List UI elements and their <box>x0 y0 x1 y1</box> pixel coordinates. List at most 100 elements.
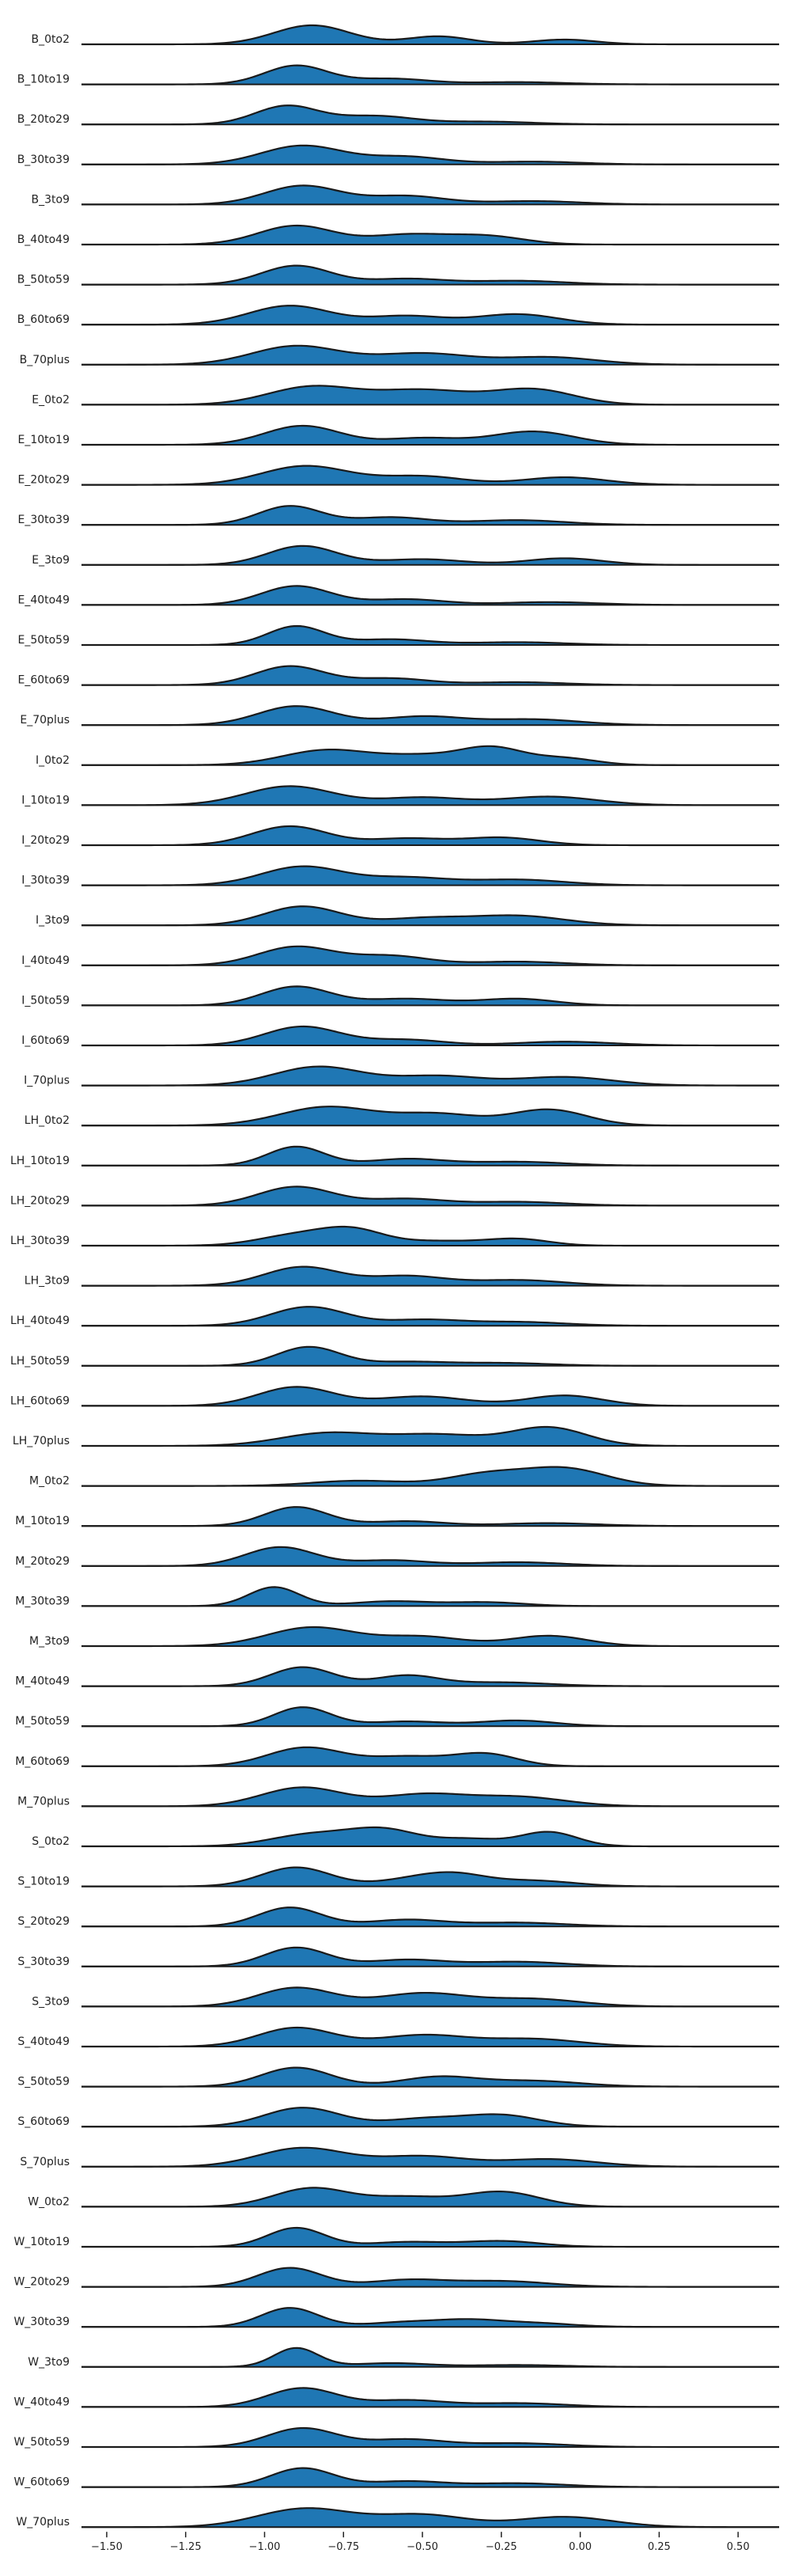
ridge-S_50to59: S_50to59 <box>17 2066 779 2088</box>
ridge-M_20to29: M_20to29 <box>15 1546 779 1568</box>
ridge-W_0to2: W_0to2 <box>28 2187 779 2208</box>
ridge-area-B_3to9 <box>81 185 779 205</box>
ridge-area-E_3to9 <box>81 545 779 565</box>
ridge-area-LH_70plus <box>81 1427 779 1446</box>
ridge-area-E_0to2 <box>81 385 779 405</box>
ridge-label: W_40to49 <box>13 2396 70 2408</box>
ridge-B_20to29: B_20to29 <box>17 104 779 126</box>
x-tick-label: −0.75 <box>327 2541 359 2553</box>
ridge-label: I_3to9 <box>36 914 70 927</box>
ridge-area-S_70plus <box>81 2147 779 2167</box>
ridge-S_30to39: S_30to39 <box>17 1946 779 1968</box>
ridge-area-LH_20to29 <box>81 1186 779 1206</box>
ridge-label: M_40to49 <box>15 1675 70 1688</box>
ridge-area-W_20to29 <box>81 2267 779 2287</box>
ridge-outline-W_70plus <box>81 2507 779 2529</box>
ridge-label: W_50to59 <box>13 2436 70 2449</box>
ridge-label: B_20to29 <box>17 113 70 126</box>
ridge-B_3to9: B_3to9 <box>32 184 779 206</box>
ridge-E_0to2: E_0to2 <box>32 385 779 406</box>
ridge-area-E_60to69 <box>81 666 779 685</box>
ridge-W_70plus: W_70plus <box>16 2507 779 2529</box>
ridge-area-W_30to39 <box>81 2308 779 2328</box>
ridge-area-B_0to2 <box>81 25 779 44</box>
ridge-label: M_30to39 <box>15 1595 70 1607</box>
ridge-E_20to29: E_20to29 <box>17 465 779 487</box>
ridge-B_30to39: B_30to39 <box>17 144 779 166</box>
ridge-label: LH_10to19 <box>10 1155 70 1167</box>
ridge-W_10to19: W_10to19 <box>13 2226 779 2248</box>
ridge-label: LH_60to69 <box>10 1394 70 1407</box>
ridge-label: B_40to49 <box>17 233 70 246</box>
ridge-label: B_3to9 <box>32 193 70 206</box>
ridge-label: B_50to59 <box>17 274 70 286</box>
ridge-label: S_30to39 <box>17 1956 70 1968</box>
ridge-label: M_0to2 <box>29 1475 70 1488</box>
ridge-label: LH_3to9 <box>25 1275 70 1288</box>
ridge-S_3to9: S_3to9 <box>32 1986 779 2008</box>
ridge-label: S_20to29 <box>17 1915 70 1928</box>
ridge-B_0to2: B_0to2 <box>32 24 779 46</box>
ridge-area-M_70plus <box>81 1787 779 1807</box>
ridge-label: B_30to39 <box>17 154 70 166</box>
ridge-label: LH_0to2 <box>25 1114 70 1127</box>
ridge-label: W_3to9 <box>28 2356 70 2369</box>
ridge-label: W_70plus <box>16 2516 70 2529</box>
ridge-area-W_60to69 <box>81 2468 779 2487</box>
ridge-M_50to59: M_50to59 <box>15 1706 779 1728</box>
ridge-label: W_10to19 <box>13 2236 70 2248</box>
ridge-W_40to49: W_40to49 <box>13 2387 779 2408</box>
ridge-label: I_60to69 <box>21 1034 70 1047</box>
ridge-area-S_40to49 <box>81 2028 779 2047</box>
ridge-area-M_0to2 <box>81 1466 779 1486</box>
ridge-label: W_0to2 <box>28 2195 70 2208</box>
ridge-M_70plus: M_70plus <box>17 1786 779 1808</box>
ridge-label: E_40to49 <box>17 594 70 606</box>
ridge-label: B_70plus <box>20 354 70 366</box>
ridge-E_30to39: E_30to39 <box>17 505 779 526</box>
ridge-label: M_10to19 <box>15 1515 70 1527</box>
ridge-area-I_50to59 <box>81 986 779 1006</box>
ridges-group: B_0to2 B_10to19 B_20to29 B_30to39 B_3to9 B_40… <box>10 24 779 2529</box>
ridge-area-S_30to39 <box>81 1947 779 1967</box>
ridge-area-M_30to39 <box>81 1587 779 1607</box>
ridge-area-LH_10to19 <box>81 1146 779 1166</box>
ridge-E_70plus: E_70plus <box>20 705 779 727</box>
ridge-area-M_60to69 <box>81 1747 779 1766</box>
ridge-B_60to69: B_60to69 <box>17 305 779 326</box>
ridge-label: W_60to69 <box>13 2476 70 2489</box>
ridge-label: S_50to59 <box>17 2076 70 2088</box>
ridge-area-E_40to49 <box>81 586 779 605</box>
ridge-I_30to39: I_30to39 <box>21 865 779 887</box>
ridge-area-I_0to2 <box>81 745 779 765</box>
ridge-B_70plus: B_70plus <box>20 344 779 366</box>
ridge-label: S_60to69 <box>17 2115 70 2128</box>
ridge-area-B_20to29 <box>81 105 779 125</box>
ridge-label: I_30to39 <box>21 874 70 887</box>
ridge-label: B_0to2 <box>32 33 70 46</box>
x-axis: −1.50 −1.25 −1.00 −0.75 −0.50 −0.25 0.00 0.25 0.… <box>91 2532 750 2553</box>
ridge-label: LH_20to29 <box>10 1194 70 1207</box>
ridge-area-LH_3to9 <box>81 1266 779 1286</box>
ridge-area-LH_40to49 <box>81 1307 779 1326</box>
ridge-area-W_70plus <box>81 2508 779 2528</box>
ridge-LH_30to39: LH_30to39 <box>10 1225 779 1247</box>
ridge-label: I_20to29 <box>21 834 70 847</box>
x-tick-label: 0.50 <box>727 2541 750 2553</box>
ridge-area-I_3to9 <box>81 906 779 926</box>
ridge-W_3to9: W_3to9 <box>28 2346 779 2369</box>
ridge-area-LH_0to2 <box>81 1106 779 1126</box>
ridge-area-S_60to69 <box>81 2107 779 2127</box>
x-tick-label: 0.25 <box>648 2541 671 2553</box>
ridge-M_60to69: M_60to69 <box>15 1746 779 1768</box>
ridge-area-I_40to49 <box>81 946 779 966</box>
x-tick-label: −0.50 <box>407 2541 438 2553</box>
ridge-LH_60to69: LH_60to69 <box>10 1386 779 1407</box>
ridge-M_40to49: M_40to49 <box>15 1666 779 1688</box>
ridge-I_3to9: I_3to9 <box>36 905 779 927</box>
ridge-LH_40to49: LH_40to49 <box>10 1306 779 1327</box>
ridge-label: S_0to2 <box>32 1835 70 1848</box>
ridge-area-E_70plus <box>81 706 779 726</box>
